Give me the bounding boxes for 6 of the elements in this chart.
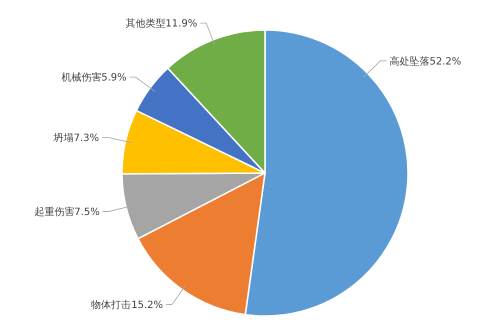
slice-label: 其他类型11.9%: [125, 18, 198, 30]
slice-label: 物体打击15.2%: [91, 298, 164, 311]
slice-label: 高处坠落52.2%: [389, 55, 462, 68]
slice-label: 机械伤害5.9%: [61, 72, 127, 84]
slice-label: 坍塌7.3%: [52, 132, 99, 144]
slice-label: 起重伤害7.5%: [34, 206, 100, 218]
